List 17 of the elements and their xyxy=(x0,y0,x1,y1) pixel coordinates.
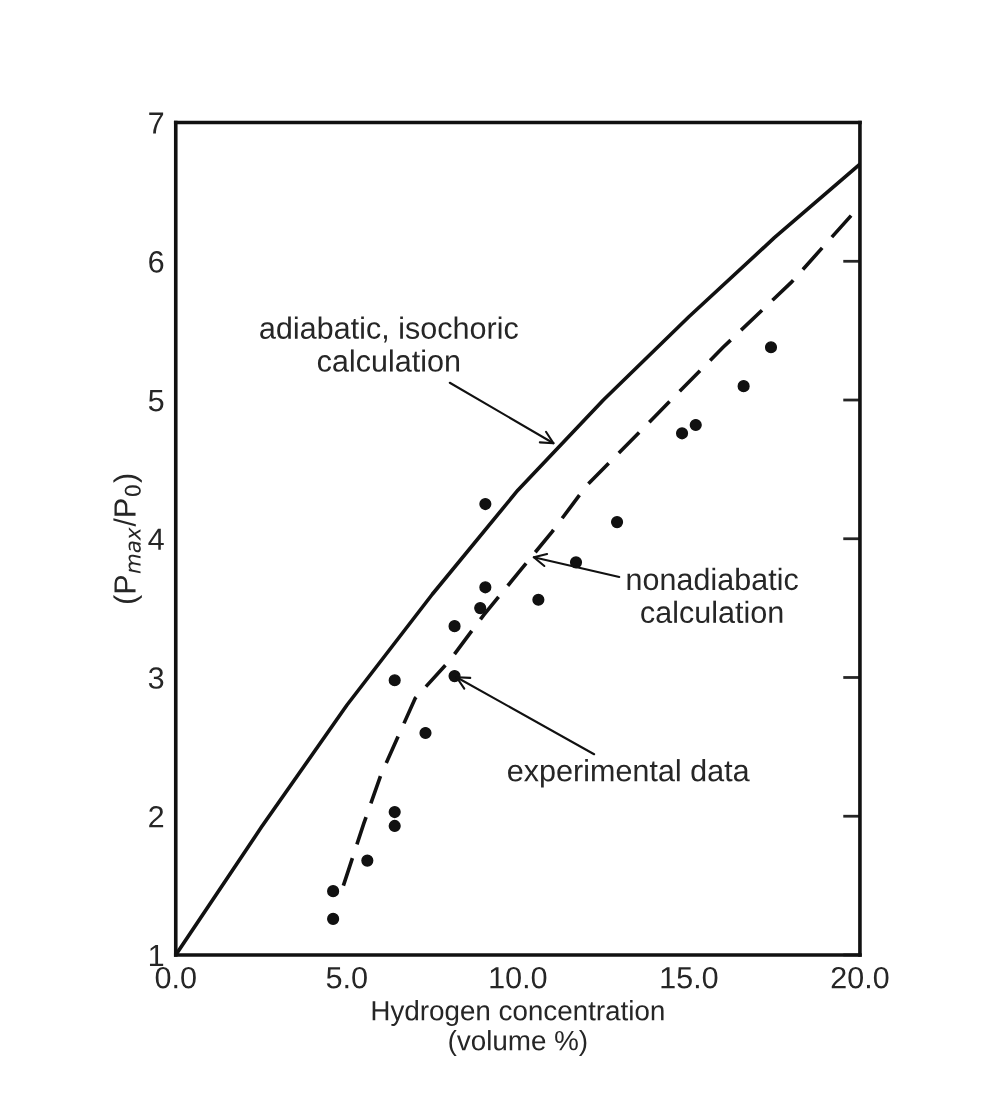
x-tick-label: 15.0 xyxy=(661,966,718,989)
y-tick-label: 3 xyxy=(148,667,164,689)
x-tick-label: 5.0 xyxy=(326,966,367,989)
y-tick-label: 2 xyxy=(149,805,164,828)
annotation: experimental data xyxy=(508,759,750,788)
x-tick-label: 10.0 xyxy=(490,966,547,989)
y-tick-label: 6 xyxy=(149,251,164,273)
y-axis-title: (P$_{max}$/P$_{0}$) xyxy=(113,474,142,604)
x-axis-title: Hydrogen concentration (volume %) xyxy=(372,1000,664,1056)
annotation: nonadiabatic calculation xyxy=(627,567,798,624)
y-tick-label: 1 xyxy=(149,945,164,967)
y-tick-label: 4 xyxy=(148,528,164,550)
x-tick-label: 20.0 xyxy=(831,966,889,989)
x-tick-label: 0.0 xyxy=(155,966,196,989)
y-tick-label: 7 xyxy=(149,112,164,134)
annotation: adiabatic, isochoric calculation xyxy=(260,316,518,372)
y-tick-label: 5 xyxy=(148,390,164,412)
